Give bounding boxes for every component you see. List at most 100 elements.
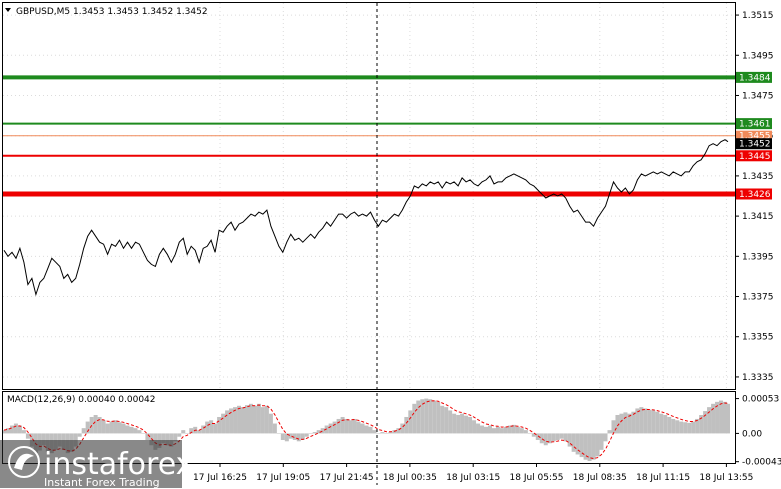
macd-bar: [268, 413, 273, 434]
macd-bar: [523, 430, 528, 434]
macd-bar: [647, 409, 652, 434]
macd-bar: [400, 423, 405, 434]
macd-bar: [392, 430, 397, 434]
macd-bar: [726, 403, 730, 434]
macd-bar: [579, 433, 584, 458]
macd-bar: [487, 425, 492, 434]
macd-bar: [25, 433, 30, 439]
macd-bar: [229, 408, 234, 434]
macd-bar: [404, 416, 409, 434]
macd-bar: [408, 410, 413, 434]
time-tick-label: 17 Jul 19:05: [256, 473, 310, 483]
macd-bar: [77, 433, 82, 437]
macd-bar: [149, 433, 154, 446]
macd-bar: [683, 422, 688, 434]
macd-bar: [472, 420, 477, 434]
macd-bar: [320, 428, 325, 434]
macd-bar: [456, 415, 461, 434]
macd-bar: [352, 418, 357, 434]
macd-bar: [555, 433, 560, 440]
macd-bar: [356, 421, 361, 434]
macd-bar: [627, 413, 632, 434]
macd-bar: [491, 428, 496, 434]
macd-bar: [563, 433, 568, 442]
macd-bar: [380, 432, 385, 434]
macd-bar: [515, 426, 520, 434]
macd-bar: [659, 413, 664, 434]
macd-bar: [511, 424, 516, 434]
macd-header: MACD(12,26,9) 0.00040 0.00042: [7, 395, 156, 405]
macd-bar: [571, 433, 576, 452]
macd-bar: [372, 430, 377, 434]
macd-bar: [615, 415, 620, 434]
macd-bar: [181, 430, 186, 434]
macd-bar: [440, 405, 445, 434]
macd-bar: [137, 430, 142, 434]
macd-bar: [655, 411, 660, 434]
time-axis: 17 Jul 16:25 17 Jul 19:05 17 Jul 21:45 18 J…: [193, 463, 753, 483]
macd-bar: [691, 421, 696, 434]
current-price-label: 1.3452: [739, 140, 771, 150]
macd-bar: [723, 401, 728, 434]
macd-bar: [503, 426, 508, 434]
macd-bar: [288, 433, 293, 439]
price-tick-label: 1.3355: [742, 333, 774, 343]
macd-axis: 0.00053 0.00 -0.00043: [735, 395, 781, 468]
macd-bar: [101, 420, 106, 434]
level-label: 1.3426: [739, 190, 771, 200]
macd-bar: [519, 428, 524, 434]
macd-bar: [484, 426, 489, 434]
macd-bar: [17, 425, 22, 434]
macd-bar: [209, 420, 214, 434]
macd-bar: [416, 400, 421, 434]
macd-bar: [300, 433, 305, 440]
macd-bar: [464, 415, 469, 434]
price-tick-label: 1.3515: [742, 11, 774, 21]
macd-bar: [129, 426, 134, 434]
price-line: [3, 139, 729, 297]
level-tag: [736, 188, 772, 200]
time-tick-label: 17 Jul 21:45: [320, 473, 374, 483]
macd-bar: [81, 428, 86, 434]
price-tick-label: 1.3375: [742, 293, 774, 303]
level-tag: [736, 118, 772, 130]
macd-bar: [420, 399, 425, 434]
macd-bar: [364, 425, 369, 434]
macd-bar: [663, 415, 668, 434]
macd-bar: [93, 415, 98, 434]
time-tick-label: 18 Jul 00:35: [383, 473, 437, 483]
macd-bar: [109, 421, 114, 434]
macd-bar: [567, 433, 572, 447]
macd-bar: [675, 420, 680, 434]
watermark-brand: instaforex: [44, 447, 193, 482]
macd-bar: [121, 423, 126, 434]
macd-bar: [531, 433, 536, 437]
macd-bar: [551, 433, 556, 442]
macd-bar: [85, 421, 90, 434]
macd-bar: [468, 416, 473, 434]
macd-bar: [213, 423, 218, 434]
macd-tick-label: -0.00043: [742, 458, 781, 468]
macd-bar: [695, 418, 700, 434]
macd-bar: [276, 433, 281, 434]
macd-bar: [248, 403, 253, 434]
macd-bar: [336, 418, 341, 434]
macd-bar: [241, 407, 246, 434]
macd-bar: [460, 413, 465, 434]
macd-bar: [165, 433, 170, 446]
macd-bar: [29, 433, 34, 447]
macd-bar: [280, 433, 285, 440]
macd-bar: [376, 433, 381, 434]
macd-bar: [444, 407, 449, 434]
time-tick-label: 18 Jul 05:55: [510, 473, 564, 483]
collapse-arrow-icon[interactable]: [5, 8, 11, 12]
macd-bar: [272, 423, 277, 434]
macd-bar: [603, 433, 608, 442]
macd-bar: [292, 433, 297, 440]
macd-bar: [591, 433, 596, 460]
macd-bar: [396, 428, 401, 434]
macd-bar: [424, 398, 429, 434]
macd-bar: [619, 413, 624, 434]
